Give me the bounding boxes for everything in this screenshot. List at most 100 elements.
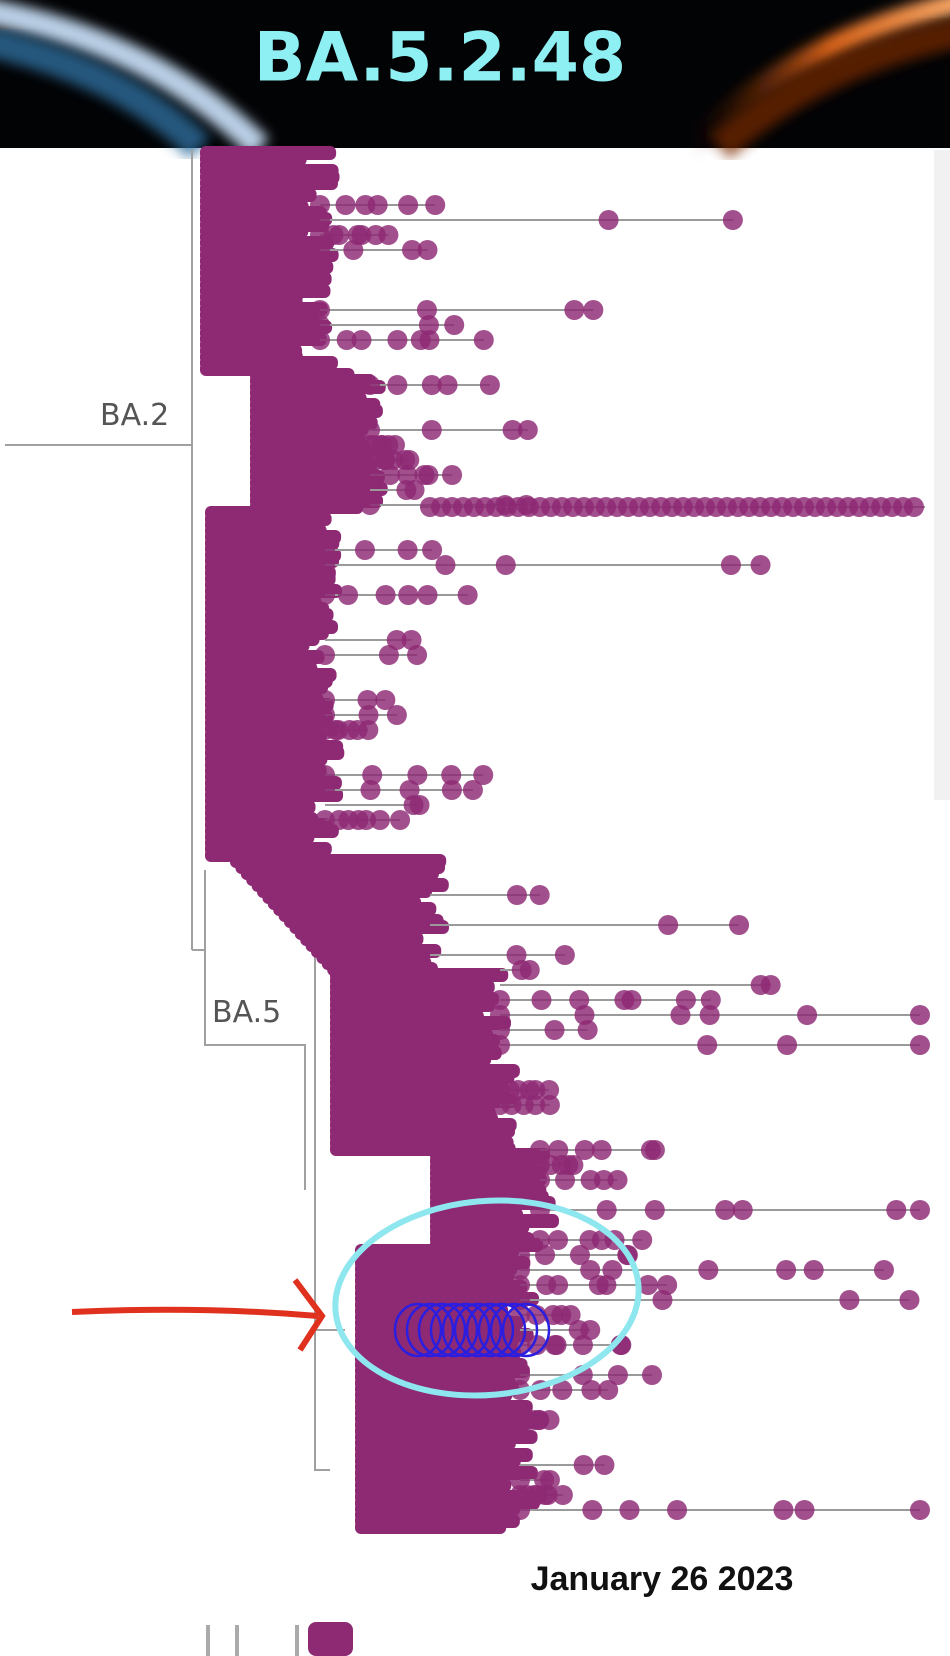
tip	[529, 885, 550, 905]
tip	[776, 1260, 797, 1280]
tip	[490, 1035, 510, 1055]
tip	[506, 945, 527, 965]
sample-ring	[489, 1302, 539, 1358]
tip	[591, 1140, 612, 1160]
tip	[670, 1005, 691, 1025]
header: BA.5.2.48	[0, 0, 950, 160]
tip	[310, 315, 330, 335]
tip	[729, 915, 750, 935]
tip	[539, 1470, 560, 1490]
tip	[343, 240, 364, 260]
sample-ring	[441, 1302, 491, 1358]
tip	[555, 1170, 576, 1190]
tip	[510, 1260, 530, 1280]
tip	[315, 705, 335, 725]
tip	[722, 210, 743, 230]
tip	[794, 1500, 815, 1520]
tip	[797, 1005, 818, 1025]
tip	[360, 420, 380, 440]
highlighted-samples	[393, 1302, 551, 1358]
tip	[546, 1335, 567, 1355]
tip	[720, 555, 741, 575]
tip	[506, 885, 527, 905]
tip	[607, 1365, 628, 1385]
tip	[777, 1035, 798, 1055]
tip	[442, 465, 463, 485]
tip	[510, 1470, 530, 1490]
tip	[397, 465, 418, 485]
tip	[598, 1380, 619, 1400]
sample-ring	[501, 1302, 551, 1358]
arrow	[71, 1306, 319, 1319]
sample-ring	[417, 1302, 467, 1358]
tip	[658, 915, 679, 935]
tip	[732, 1200, 753, 1220]
tip	[552, 1485, 573, 1505]
tip	[596, 1275, 617, 1295]
tip	[310, 195, 330, 215]
tip	[583, 300, 604, 320]
tip	[602, 1260, 623, 1280]
tip	[378, 645, 399, 665]
tip	[552, 1380, 573, 1400]
tip	[358, 705, 379, 725]
tip	[502, 420, 523, 440]
tip	[530, 1230, 550, 1250]
tip	[360, 465, 380, 485]
tip	[910, 1035, 930, 1055]
tip	[414, 465, 435, 485]
tip	[367, 195, 388, 215]
tip	[386, 705, 407, 725]
tip	[910, 1005, 930, 1025]
tip	[473, 765, 494, 785]
tip	[462, 780, 483, 800]
tip	[593, 1170, 614, 1190]
tip	[473, 330, 494, 350]
date: January 26 2023	[531, 1560, 794, 1598]
tip	[315, 540, 335, 560]
tip	[335, 195, 356, 215]
tip	[594, 1455, 615, 1475]
tip	[357, 690, 378, 710]
tip	[519, 960, 540, 980]
tip	[839, 1290, 860, 1310]
tip	[375, 585, 396, 605]
tip	[638, 1275, 659, 1295]
tip	[409, 795, 430, 815]
tip	[910, 1200, 930, 1220]
tip	[572, 1335, 593, 1355]
tip	[773, 1500, 794, 1520]
tip	[904, 497, 924, 517]
tip	[315, 690, 335, 710]
tip	[315, 810, 335, 830]
tip	[402, 240, 423, 260]
tip	[421, 375, 442, 395]
title: BA.5.2.48	[254, 19, 626, 98]
tip	[441, 765, 462, 785]
tip	[539, 1095, 560, 1115]
tip	[310, 240, 330, 260]
tip	[315, 780, 335, 800]
tip	[510, 1245, 530, 1265]
tip	[873, 1260, 894, 1280]
tip	[315, 585, 335, 605]
tip	[537, 1485, 558, 1505]
tip	[596, 1200, 617, 1220]
tip	[569, 990, 590, 1010]
tip	[510, 1365, 530, 1385]
tip	[416, 300, 437, 320]
tip	[387, 375, 408, 395]
tip	[803, 1260, 824, 1280]
tip	[435, 555, 456, 575]
tip	[375, 690, 396, 710]
tip	[336, 330, 357, 350]
scrollbar	[934, 150, 950, 800]
tip	[310, 300, 330, 320]
footer-marks	[206, 1622, 353, 1656]
tip	[425, 195, 446, 215]
tip	[360, 780, 381, 800]
tip	[544, 1020, 565, 1040]
tip	[386, 630, 407, 650]
tip	[397, 540, 418, 560]
